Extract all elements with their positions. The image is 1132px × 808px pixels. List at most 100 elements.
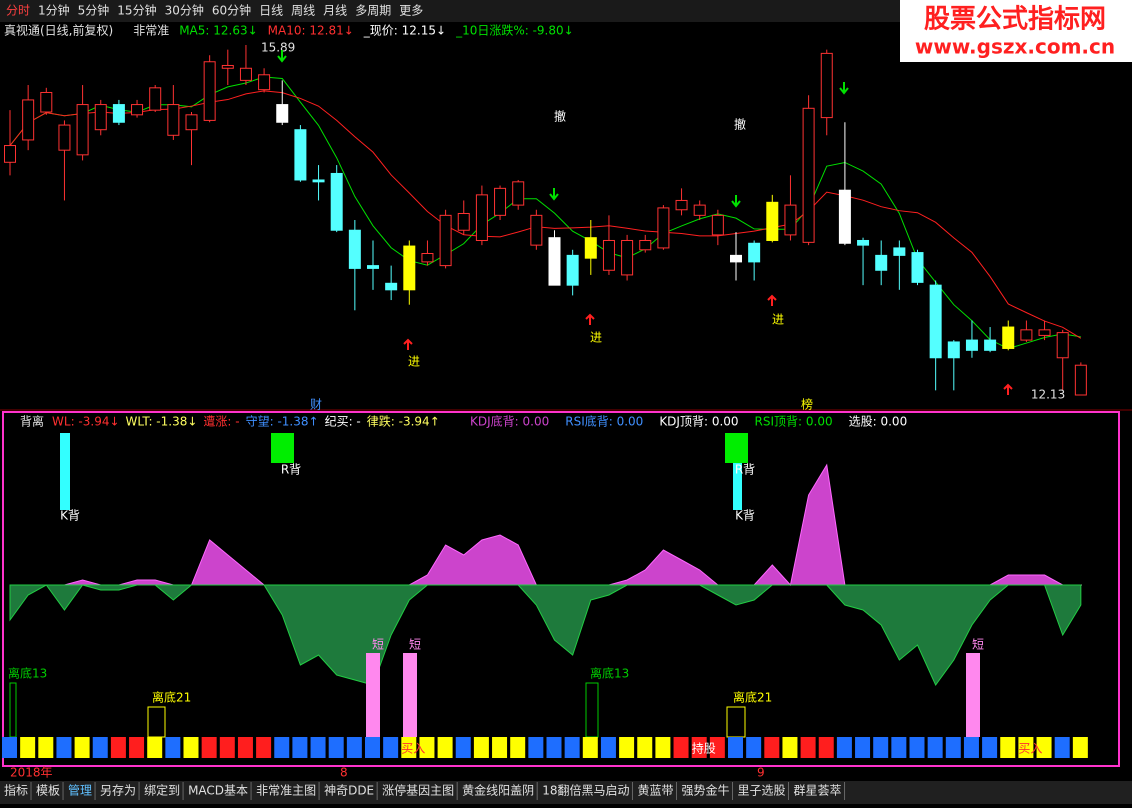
panel-legend: 遭涨: - <box>203 414 239 429</box>
panel-legend: 纪买: - <box>325 415 361 429</box>
up-arrow <box>1003 383 1013 395</box>
candle-body <box>893 247 906 256</box>
signal-square <box>818 737 834 758</box>
candle-body <box>348 229 361 269</box>
signal-square <box>836 737 852 758</box>
positive-area <box>10 463 1081 587</box>
candle-body <box>239 67 252 81</box>
signal-square <box>600 737 616 758</box>
tab[interactable]: MACD基本 <box>188 784 248 798</box>
signal-square <box>165 737 181 758</box>
legend-item: MA5: 12.63↓ <box>179 24 257 38</box>
panel-legend: 守望: -1.38↑ <box>246 415 319 429</box>
annotation: 撤 <box>734 117 746 132</box>
tab[interactable]: 里子选股 <box>738 784 786 798</box>
signal-label: 持股 <box>692 741 716 756</box>
candle-body <box>76 104 89 156</box>
toolbar-item[interactable]: 5分钟 <box>78 3 110 18</box>
toolbar-item[interactable]: 更多 <box>399 4 423 18</box>
tab[interactable]: 另存为 <box>100 784 136 798</box>
signal-square <box>92 737 108 758</box>
toolbar-item[interactable]: 多周期 <box>355 4 391 18</box>
tab[interactable]: 群星荟萃 <box>794 784 842 798</box>
signal-square <box>110 737 126 758</box>
toolbar-item[interactable]: 月线 <box>323 4 347 18</box>
candle-body <box>131 104 144 116</box>
negative-area <box>9 584 1082 686</box>
panel-legend: 律跌: -3.94↑ <box>367 414 440 429</box>
toolbar-item[interactable]: 周线 <box>291 4 315 18</box>
candle-body <box>711 214 724 236</box>
tab[interactable]: 黄蓝带 <box>637 784 673 798</box>
divergence-label: R背 <box>281 463 301 477</box>
candle-body <box>675 199 688 211</box>
tab[interactable]: 模板 <box>36 784 60 798</box>
candle-body <box>875 254 888 271</box>
candle-body <box>1074 364 1087 396</box>
candle-body <box>439 214 452 267</box>
panel-legend: RSI顶背: 0.00 <box>755 415 833 429</box>
signal-square <box>147 737 163 758</box>
signal-square <box>655 737 671 758</box>
candle-body <box>857 239 870 246</box>
signal-label: 买入 <box>1018 742 1042 756</box>
candle-body <box>58 124 71 151</box>
bottom-box <box>147 706 166 738</box>
candle-body <box>185 114 198 131</box>
indicator-name: 非常准 <box>133 24 169 38</box>
candle-body <box>203 61 216 121</box>
candle-body <box>766 201 779 241</box>
tab[interactable]: 管理 <box>68 783 92 798</box>
tab[interactable]: 神奇DDE <box>324 784 374 798</box>
candle-body <box>112 104 125 123</box>
toolbar-item[interactable]: 30分钟 <box>165 3 204 18</box>
tab[interactable]: 绑定到 <box>144 783 180 798</box>
tab[interactable]: 强势金牛 <box>681 783 729 798</box>
candle-body <box>1002 326 1015 349</box>
short-bar <box>966 653 980 737</box>
divergence-block <box>60 433 70 510</box>
divergence-block <box>733 460 742 510</box>
candle-body <box>984 339 997 351</box>
signal-square <box>728 737 743 758</box>
signal-square <box>219 737 235 758</box>
signal-square <box>528 737 544 758</box>
annotation: 撤 <box>554 109 566 124</box>
toolbar-item[interactable]: 日线 <box>259 4 283 18</box>
tab[interactable]: 黄金线阳盖阴 <box>462 783 534 798</box>
annotation: 进 <box>590 331 602 345</box>
toolbar-item[interactable]: 分时 <box>6 4 30 18</box>
signal-square <box>764 737 780 758</box>
bottom-label: 离底13 <box>8 666 47 681</box>
watermark-title: 股票公式指标网 <box>924 5 1106 35</box>
signal-square <box>945 737 961 758</box>
signal-square <box>473 737 489 758</box>
tab[interactable]: 涨停基因主图 <box>382 783 454 798</box>
candle-body <box>330 172 343 231</box>
panel-legend: RSI底背: 0.00 <box>565 414 643 429</box>
candle-body <box>947 341 960 359</box>
signal-square <box>328 737 344 758</box>
candle-body <box>929 284 942 359</box>
candle-body <box>421 253 434 263</box>
candle-body <box>548 237 561 286</box>
tab[interactable]: 非常准主图 <box>256 784 316 798</box>
signal-square <box>201 737 217 758</box>
toolbar-item[interactable]: 1分钟 <box>38 3 70 18</box>
legend-item: _10日涨跌%: -9.80↓ <box>455 23 574 38</box>
signal-square <box>891 737 907 758</box>
chart-title: 真视通(日线,前复权) <box>4 23 113 38</box>
candle-body <box>167 104 180 136</box>
toolbar-item[interactable]: 15分钟 <box>117 3 156 18</box>
tab[interactable]: 18翻倍黑马启动 <box>542 783 629 798</box>
down-arrow <box>549 188 559 201</box>
tab[interactable]: 指标 <box>4 783 28 798</box>
candle-body <box>602 239 615 271</box>
signal-square <box>800 737 816 758</box>
candle-body <box>258 74 271 91</box>
toolbar-item[interactable]: 60分钟 <box>212 3 251 18</box>
signal-label: 买入 <box>401 742 425 756</box>
annotation: 进 <box>772 313 784 327</box>
signal-square <box>1000 737 1016 758</box>
